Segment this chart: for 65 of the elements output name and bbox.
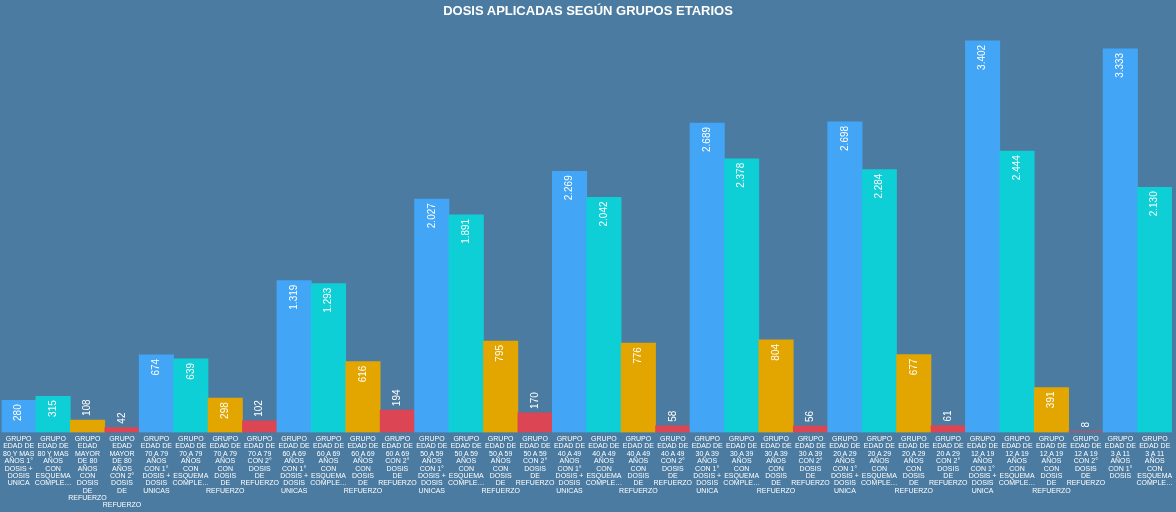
data-label: 170 xyxy=(528,391,540,409)
data-label: 674 xyxy=(150,358,162,376)
data-label: 776 xyxy=(632,346,644,364)
bar xyxy=(586,197,622,433)
data-label: 616 xyxy=(356,365,368,383)
bar xyxy=(35,395,71,433)
bar xyxy=(483,340,519,433)
data-label: 804 xyxy=(769,343,781,361)
data-label: 58 xyxy=(666,410,678,422)
bar xyxy=(965,40,1001,433)
data-label: 1.891 xyxy=(459,218,471,244)
data-label: 108 xyxy=(81,398,93,417)
data-label: 280 xyxy=(12,403,24,421)
bar xyxy=(896,354,932,433)
data-label: 102 xyxy=(253,399,265,417)
bar xyxy=(276,280,312,433)
bar xyxy=(1137,186,1172,433)
data-label: 3.333 xyxy=(1114,52,1126,78)
data-label: 2.444 xyxy=(1010,154,1022,181)
data-label: 2.042 xyxy=(597,201,609,227)
bar xyxy=(689,122,725,433)
bar xyxy=(861,169,897,433)
bar xyxy=(448,214,484,433)
bar xyxy=(999,150,1035,433)
data-label: 2.130 xyxy=(1148,190,1160,217)
data-label: 315 xyxy=(46,399,58,417)
bar xyxy=(345,361,381,433)
bar xyxy=(724,158,760,433)
bar xyxy=(1102,48,1138,433)
chart-title: DOSIS APLICADAS SEGÚN GRUPOS ETARIOS xyxy=(443,3,734,19)
data-label: 2.378 xyxy=(735,162,747,188)
data-label: 2.269 xyxy=(563,174,575,201)
data-label: 3.402 xyxy=(976,44,988,70)
data-label: 2.284 xyxy=(873,173,885,199)
bar xyxy=(173,358,209,433)
bar xyxy=(551,170,588,433)
data-label: 1.293 xyxy=(322,287,334,313)
bar xyxy=(827,121,863,433)
bar xyxy=(517,412,553,433)
bar xyxy=(655,425,691,433)
bar xyxy=(70,419,106,433)
bar xyxy=(310,283,347,433)
data-label: 298 xyxy=(219,401,230,419)
data-label: 677 xyxy=(907,358,919,376)
data-label: 391 xyxy=(1045,391,1057,409)
data-label: 8 xyxy=(1079,421,1091,428)
bar xyxy=(758,339,794,433)
bar xyxy=(104,427,140,433)
data-label: 61 xyxy=(941,409,953,422)
data-label: 2.698 xyxy=(838,125,850,151)
data-label: 42 xyxy=(115,412,127,424)
bar xyxy=(414,198,450,433)
data-label: 2.027 xyxy=(425,202,437,229)
data-label: 56 xyxy=(804,410,816,423)
data-label: 795 xyxy=(494,344,506,362)
bar xyxy=(930,425,966,433)
bar xyxy=(138,354,174,433)
data-label: 639 xyxy=(184,362,196,380)
data-label: 194 xyxy=(391,389,403,407)
data-label: 2.689 xyxy=(700,126,712,152)
data-label: 1.319 xyxy=(287,284,299,310)
bar xyxy=(242,420,278,433)
bar xyxy=(1033,387,1070,433)
bar xyxy=(379,409,415,433)
bar xyxy=(620,342,656,433)
